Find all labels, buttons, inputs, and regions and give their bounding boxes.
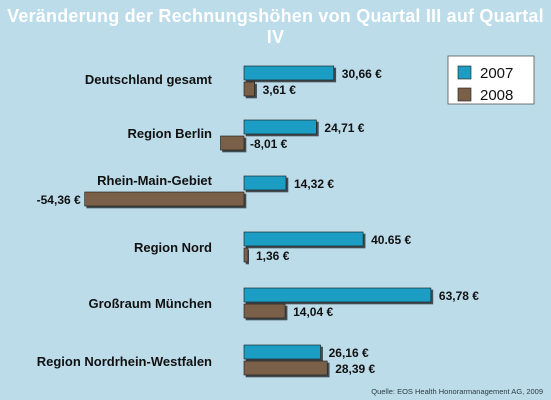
bar-2007-region-nordrhein-westfalen <box>243 344 321 360</box>
chart-title: Veränderung der Rechnungshöhen von Quart… <box>7 6 544 47</box>
category-label-region-berlin: Region Berlin <box>127 126 212 141</box>
legend-swatch-2008 <box>457 87 472 102</box>
chart-bars: Deutschland gesamt 30,66 € 3,61 € Region Be… <box>37 65 479 376</box>
bar-2008-deutschland-gesamt <box>243 81 255 97</box>
bar-2007-region-nord <box>243 231 364 247</box>
bar-2007-deutschland-gesamt <box>243 65 335 81</box>
value-label-2007-region-nord: 40.65 € <box>371 233 411 247</box>
chart-legend: 2007 2008 <box>447 55 535 105</box>
bar-2007-region-berlin <box>243 119 317 135</box>
category-label-region-nordrhein-westfalen: Region Nordrhein-Westfalen <box>37 354 212 369</box>
value-label-2008-rhein-main-gebiet: -54,36 € <box>37 193 81 207</box>
value-label-2008-deutschland-gesamt: 3,61 € <box>263 83 297 97</box>
value-label-2008-region-nord: 1,36 € <box>256 249 290 263</box>
legend-label-2008: 2008 <box>480 87 513 104</box>
value-label-2007-grossraum-munchen: 63,78 € <box>439 289 479 303</box>
value-label-2007-rhein-main-gebiet: 14,32 € <box>294 177 334 191</box>
bar-2008-region-berlin <box>220 135 245 151</box>
category-label-grossraum-munchen: Großraum München <box>88 296 212 311</box>
bar-2007-rhein-main-gebiet <box>243 175 287 191</box>
value-label-2008-region-berlin: -8,01 € <box>250 137 288 151</box>
value-label-2007-region-nordrhein-westfalen: 26,16 € <box>329 346 369 360</box>
bar-2008-grossraum-munchen <box>243 303 286 319</box>
value-label-2007-region-berlin: 24,71 € <box>324 121 364 135</box>
legend-label-2007: 2007 <box>480 65 513 82</box>
category-label-region-nord: Region Nord <box>134 240 212 255</box>
value-label-2007-deutschland-gesamt: 30,66 € <box>342 67 382 81</box>
legend-swatch-2007 <box>457 65 472 80</box>
category-label-deutschland-gesamt: Deutschland gesamt <box>85 72 213 87</box>
value-label-2008-grossraum-munchen: 14,04 € <box>293 305 333 319</box>
bar-2008-region-nordrhein-westfalen <box>243 360 328 376</box>
bar-2008-rhein-main-gebiet <box>84 191 245 207</box>
value-label-2008-region-nordrhein-westfalen: 28,39 € <box>335 362 375 376</box>
bar-2007-grossraum-munchen <box>243 287 432 303</box>
category-label-rhein-main-gebiet: Rhein-Main-Gebiet <box>97 173 213 188</box>
source-note: Quelle: EOS Health Honorarmanagement AG,… <box>371 387 543 396</box>
bar-2008-region-nord <box>243 247 249 263</box>
